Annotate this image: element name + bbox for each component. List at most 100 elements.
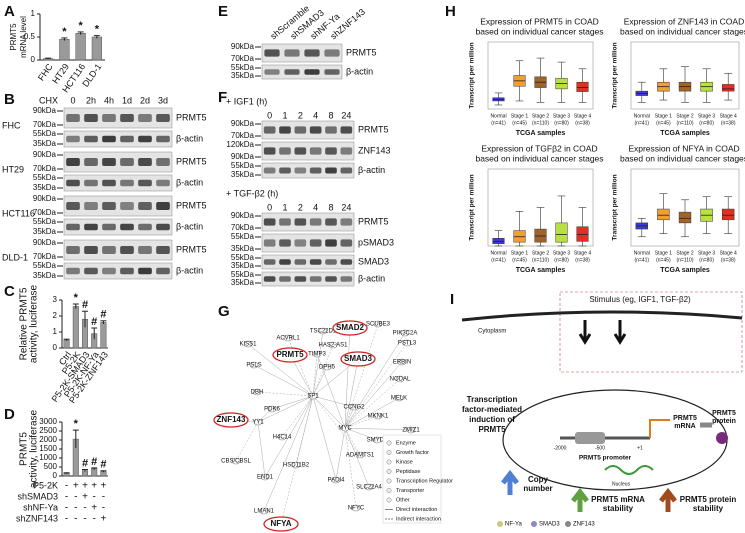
network-node [395,375,405,383]
box [576,81,589,92]
band [84,202,98,210]
network-edge [312,395,355,408]
treatment-label: + TGF-β2 (h) [226,188,278,198]
band [66,202,80,210]
lane-label: 2h [86,95,96,105]
network-node-label: MELK [391,396,407,402]
network-edge [344,378,401,429]
band [102,158,116,166]
band [325,167,337,174]
x-tick-label: Normal [490,113,506,119]
signal-arrow [578,320,592,345]
blot-label: β-actin [358,165,385,175]
y-tick-label: 2500 [39,426,57,435]
band [120,135,134,143]
network-node [267,405,277,413]
band [325,126,337,134]
band [309,276,322,282]
band [309,126,322,134]
legend-label: Other [396,497,410,503]
cell-line-label: HCT116 [2,208,35,218]
condition-label: shSMAD3 [17,491,58,501]
mrna-stability-arrow [571,487,589,512]
legend-label: Enzyme [396,440,416,446]
lane-label: 4h [104,95,114,105]
band [294,167,307,174]
marker-label: 120kDa [226,140,254,149]
marker-label: 90kDa [231,42,255,51]
x-tick-label: Normal [634,250,650,256]
network-node [328,341,338,349]
x-tick-label: Stage 2 [676,250,693,256]
network-node-label: SMYD3 [367,438,388,444]
bar [91,36,102,61]
blot-label: β-actin [176,221,203,231]
band [340,147,353,155]
network-edge [344,427,378,441]
network-node [252,388,262,396]
blot [261,233,355,253]
x-tick-count: (n=38) [721,120,736,126]
legend-symbol [386,497,392,503]
blot-label: pSMAD3 [358,237,394,247]
network-edge [312,330,324,397]
network-edge [264,395,314,478]
lane-label: 24 [341,110,351,120]
legend-label: Peptidase [396,469,420,475]
band [120,179,134,187]
chart-title: Expression of PRMT5 in COAD [480,16,599,26]
network-node-label: PSTL3 [398,341,417,347]
band [294,218,307,226]
network-node [394,394,404,402]
blot-label: β-actin [346,66,373,76]
marker-label: 35kDa [231,244,255,253]
condition-label: P5-2K [33,480,58,490]
x-tick-count: (n=80) [554,120,569,126]
blot [261,162,355,179]
network-edge [257,421,266,478]
legend-symbol [386,459,392,465]
significance-mark: # [82,457,88,469]
blot [261,141,355,161]
band [309,167,322,174]
band [279,276,291,282]
x-tick-count: (n=41) [491,120,506,126]
band [84,179,98,187]
blot-label: β-actin [358,273,385,283]
copy-number-label: number [523,484,552,493]
condition-sign: + [100,514,106,525]
condition-sign: + [82,481,88,492]
network-node [308,392,318,400]
panel-letter: D [4,406,15,423]
y-axis-label: activity, luciferase [29,409,40,488]
network-edge [235,421,259,462]
legend-label: Growth factor [396,450,429,456]
band [340,239,353,247]
cell-line-label: HT29 [2,164,24,174]
condition-sign: - [65,503,68,514]
band [84,114,98,122]
x-axis-label: TCGA samples [660,130,710,137]
marker-label: 90kDa [231,152,255,161]
chart-title: based on individual cancer stages [620,153,745,163]
network-node [259,507,269,515]
band [138,202,152,210]
band [325,147,337,155]
chart-title: Expression of NFYA in COAD [628,143,739,153]
x-axis-label: TCGA samples [660,267,710,274]
network-node-label: PADI4 [328,478,346,484]
y-axis-label: Transcript per million [612,42,619,108]
x-tick-count: (n=38) [575,257,590,263]
x-tick-label: Stage 4 [720,250,737,256]
panel-letter: G [218,303,230,320]
marker-label: 90kDa [33,150,57,159]
y-tick-label: 1500 [39,444,57,453]
x-tick-label: Stage 2 [532,113,549,119]
cell-line-label: FHC [2,120,21,130]
promoter-position: -500 [595,445,605,451]
band [340,126,353,134]
band [156,114,170,122]
network-node-label: HSD11B2 [283,463,310,469]
highlight-ring [263,516,299,532]
legend-symbol [386,469,392,474]
